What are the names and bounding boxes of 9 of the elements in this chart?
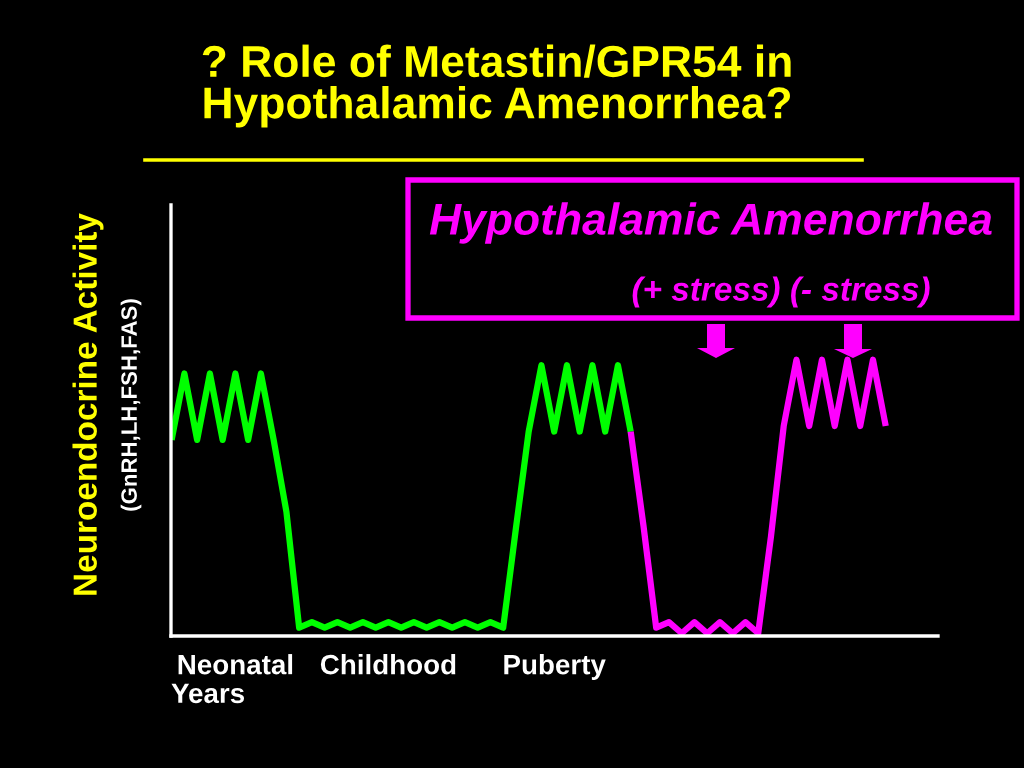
text: (+ stress) (- stress): [632, 276, 930, 308]
x-axis-title: Years: [171, 683, 245, 704]
x-tick-label: Puberty: [504, 654, 606, 680]
chart-title: ? Role of Metastin/GPR54 in Hypothalamic Amenorrhea?: [202, 44, 791, 128]
x-tick-label: Neonatal: [178, 654, 293, 675]
x-tick-label: Childhood: [320, 654, 456, 675]
text: (GnRH,LH,FSH,FAS): [120, 299, 142, 511]
y-axis-title: Neuroendocrine Activity: [72, 213, 104, 595]
text: Hypothalamic Amenorrhea: [429, 202, 992, 244]
